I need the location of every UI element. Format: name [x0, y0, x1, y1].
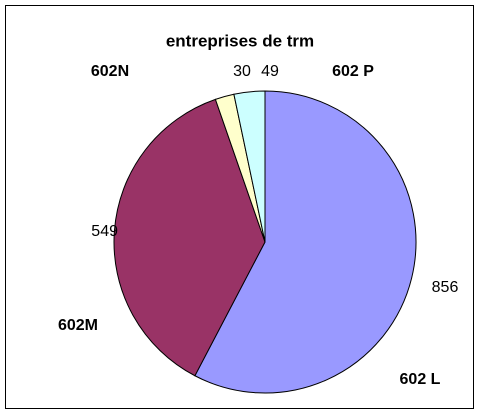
value-label: 549 [91, 223, 118, 240]
category-label: 602 P [332, 63, 374, 80]
pie-slice [233, 90, 266, 243]
pie-slice [113, 98, 266, 377]
chart-title: entreprises de trm [166, 31, 314, 50]
category-label: 602 L [400, 371, 441, 388]
category-label: 602M [58, 317, 98, 334]
value-label: 856 [432, 279, 459, 296]
value-label: 30 [233, 63, 251, 80]
value-label: 49 [261, 63, 279, 80]
category-label: 602N [91, 63, 129, 80]
pie-slice [194, 90, 417, 394]
